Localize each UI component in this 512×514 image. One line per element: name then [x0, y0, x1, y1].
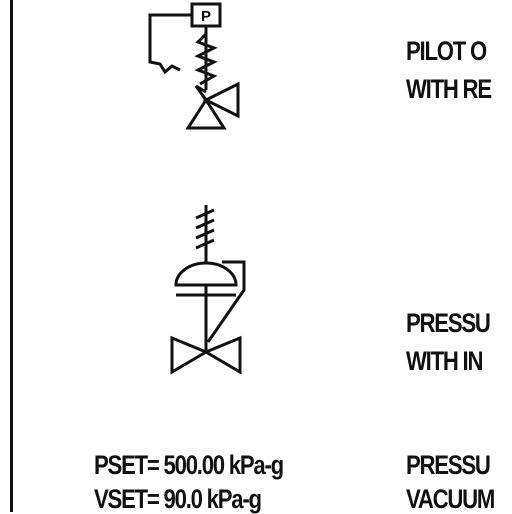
valve-body-lower-triangle: [185, 97, 227, 130]
pset-value-label: PSET= 500.00 kPa-g: [94, 450, 284, 480]
spring-mark-3: [195, 228, 215, 240]
valve-body-right-triangle: [202, 335, 242, 375]
spring-icon: [194, 32, 218, 86]
left-frame-border: [10, 0, 13, 512]
diaphragm-dome: [174, 261, 238, 287]
pressure-regulator-symbol: [170, 205, 246, 375]
valve-body-side-triangle: [202, 81, 240, 119]
pv-valve-desc-line1: PRESSU: [406, 450, 491, 480]
spring-mark-1: [195, 208, 215, 220]
internal-pressure-tap-line: [206, 260, 246, 343]
regulator-desc-line1: PRESSU: [406, 308, 491, 338]
valve-body-left-triangle: [170, 335, 210, 375]
regulator-desc-line2: WITH IN: [406, 346, 483, 376]
pilot-valve-desc-line1: PILOT O: [406, 36, 487, 66]
pilot-box-letter: P: [201, 8, 211, 25]
pv-valve-desc-line2: VACUUM: [406, 484, 495, 514]
pilot-box-letter-holder: P: [201, 8, 211, 25]
pilot-sensing-line: [148, 13, 192, 75]
pilot-valve-desc-line2: WITH RE: [406, 74, 492, 104]
valve-body-inlet-mark: [194, 84, 208, 101]
spring-mark-2: [195, 218, 215, 230]
pilot-operated-valve-symbol: [148, 2, 240, 130]
spring-mark-4: [195, 238, 215, 250]
vset-value-label: VSET= 90.0 kPa-g: [94, 484, 262, 514]
